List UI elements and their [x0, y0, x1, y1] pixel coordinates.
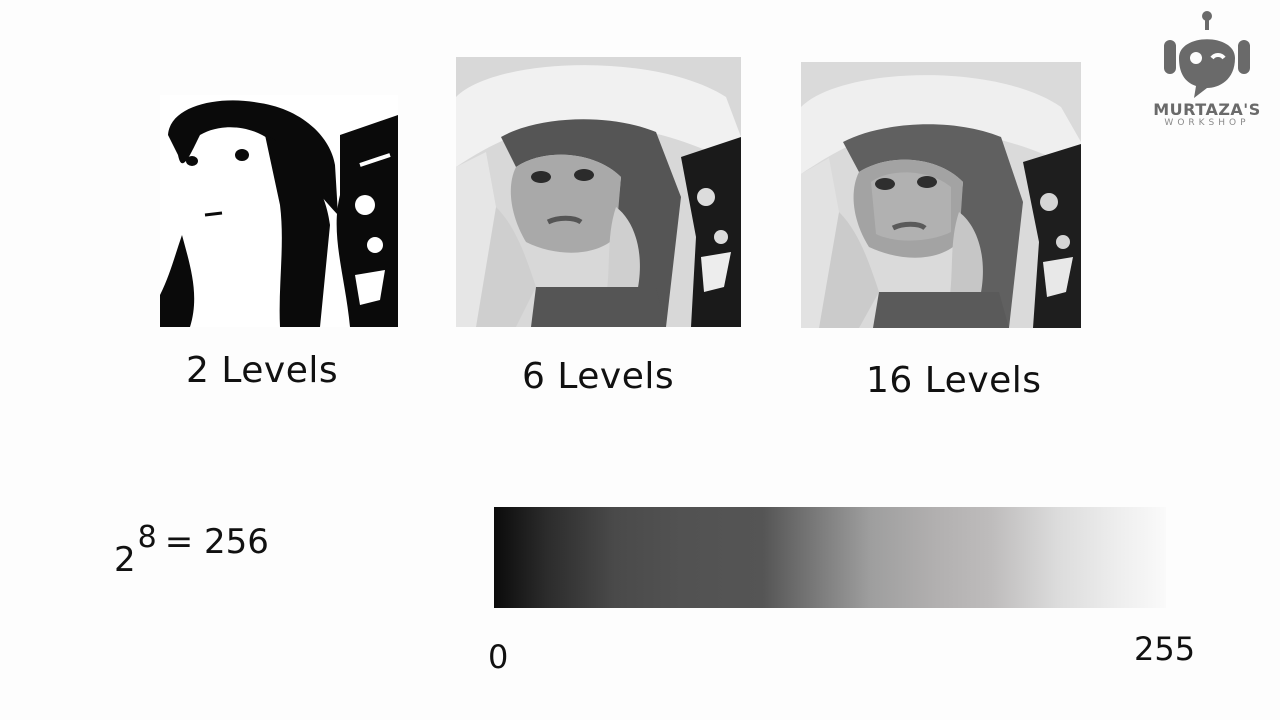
- gradient-max-label: 255: [1134, 630, 1196, 668]
- robot-logo-icon: [1164, 11, 1250, 98]
- formula-exponent: 8: [137, 520, 157, 555]
- formula-result: = 256: [164, 522, 269, 562]
- image-6-levels: [456, 57, 741, 327]
- grayscale-gradient-bar: [494, 507, 1166, 608]
- girl-portrait-2-levels: [160, 95, 398, 327]
- image-16-levels: [801, 62, 1081, 328]
- gradient-min-label: 0: [488, 638, 509, 676]
- girl-portrait-6-levels: [456, 57, 741, 327]
- logo-subtitle: WORKSHOP: [1164, 118, 1250, 128]
- caption-16-levels: 16 Levels: [866, 360, 1042, 401]
- caption-2-levels: 2 Levels: [186, 350, 339, 391]
- caption-6-levels: 6 Levels: [522, 356, 675, 397]
- bit-depth-formula: 28 = 256: [114, 520, 269, 580]
- girl-portrait-16-levels: [801, 62, 1081, 328]
- image-2-levels: [160, 95, 398, 327]
- formula-base: 2: [114, 540, 136, 580]
- logo-name: MURTAZA'S: [1153, 100, 1261, 119]
